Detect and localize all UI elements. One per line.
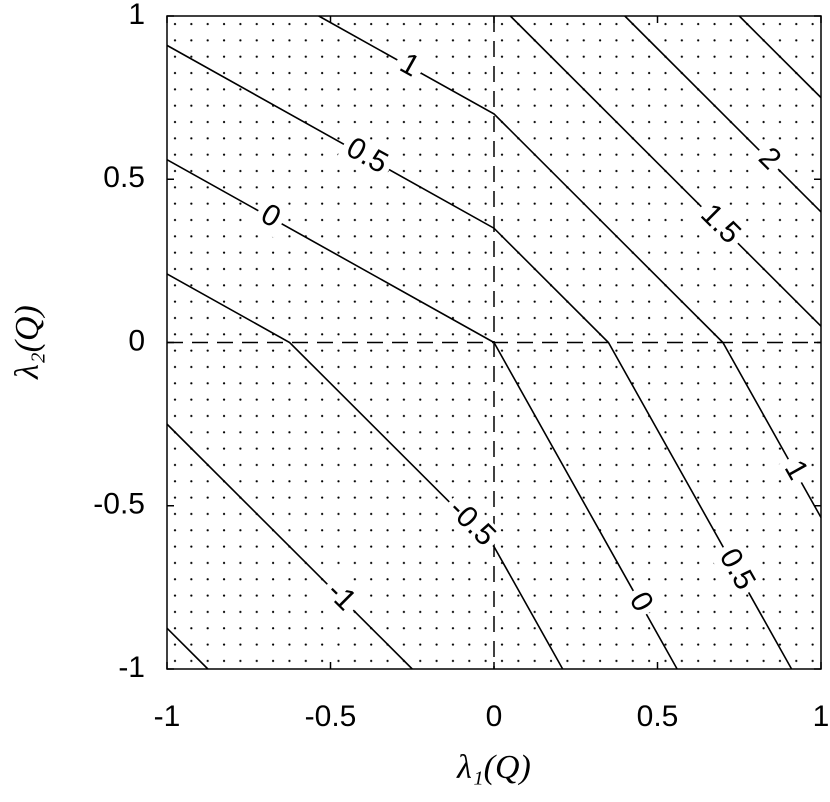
contour-label-bg: [747, 138, 790, 181]
y-axis-label: λ₂(Q): [9, 305, 46, 380]
x-tick-label: -0.5: [305, 700, 357, 733]
contour-label-bg: [619, 583, 661, 622]
contour-line: [509, 15, 822, 327]
contour-label-bg: [774, 451, 816, 491]
contour-line: [166, 627, 209, 670]
y-tick-label: -0.5: [93, 488, 145, 521]
contour-label-bg: [389, 45, 429, 87]
contour-label-bg: [316, 572, 365, 622]
y-tick-label: 0.5: [103, 161, 145, 194]
x-tick-label: 0: [486, 700, 503, 733]
contour-label-bg: [690, 195, 750, 255]
contour-line: [166, 44, 793, 670]
x-tick-label: -1: [154, 700, 181, 733]
x-tick-label: 0.5: [637, 700, 679, 733]
y-tick-label: 1: [128, 0, 145, 31]
contour-line: [166, 273, 564, 670]
contour-label-bg: [709, 539, 763, 601]
contour-line: [166, 423, 413, 670]
y-tick-label: 0: [128, 324, 145, 357]
contour-label-bg: [437, 490, 505, 557]
x-axis-label: λ₁(Q): [456, 749, 531, 786]
contour-line: [738, 15, 822, 99]
x-tick-label: 1: [813, 700, 830, 733]
contour-label-bg: [336, 130, 397, 184]
contour-label-bg: [250, 196, 290, 238]
contour-line: [624, 15, 822, 213]
y-tick-label: -1: [118, 651, 145, 684]
